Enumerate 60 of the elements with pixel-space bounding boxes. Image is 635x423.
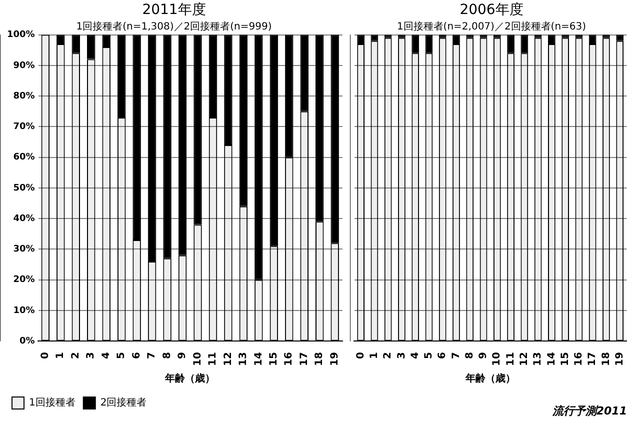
chart-title: 2011年度 [142,2,206,18]
x-tick-label: 8 [464,352,476,360]
x-tick-label: 3 [86,352,97,360]
x-tick-label: 15 [560,352,571,366]
x-tick-label: 5 [424,352,435,360]
x-tick-label: 9 [478,352,490,360]
x-tick-label: 1 [55,352,66,360]
text: 流行予測2011 [551,404,627,418]
x-tick-label: 10 [492,352,503,366]
y-tick-label: 60% [13,152,35,163]
x-tick-label: 17 [298,352,310,366]
x-tick-label: 19 [329,352,340,366]
x-tick-label: 11 [208,352,219,366]
x-tick-label: 17 [587,352,598,366]
chart-subtitle: 1回接種者(n=2,007)／2回接種者(n=63) [396,20,586,32]
x-tick-label: 0 [355,352,366,360]
x-tick-label: 4 [410,352,421,360]
y-tick-label: 100% [6,30,35,40]
chart-subtitle: 1回接種者(n=1,308)／2回接種者(n=999) [76,20,272,32]
x-tick-label: 19 [614,352,626,366]
x-tick-label: 16 [574,352,585,366]
x-tick-label: 8 [162,352,173,360]
x-tick-label: 14 [253,352,264,366]
chart-title: 2006年度 [460,2,524,18]
x-tick-label: 5 [116,352,128,360]
y-tick-label: 10% [13,306,35,316]
x-tick-label: 7 [450,352,462,360]
y-tick-label: 90% [13,60,35,71]
x-tick-label: 4 [100,352,112,360]
y-tick-label: 80% [13,91,35,102]
x-tick-label: 14 [546,352,558,366]
x-tick-label: 16 [284,352,295,366]
x-tick-label: 2 [382,352,394,360]
x-tick-label: 2 [70,352,82,360]
x-tick-label: 15 [268,352,280,366]
x-tick-label: 10 [192,352,204,366]
x-axis-title: 年齢（歳） [164,372,216,385]
x-tick-label: 13 [238,352,250,366]
x-tick-label: 12 [222,352,234,366]
x-tick-label: 6 [131,352,142,360]
y-tick-label: 0% [20,336,35,346]
x-tick-label: 3 [396,352,408,360]
x-tick-label: 6 [437,352,448,360]
x-tick-label: 1 [369,352,380,360]
y-tick-label: 70% [13,122,35,132]
legend-label: 1回接種者 [29,396,76,409]
x-tick-label: 7 [146,352,158,360]
x-tick-label: 18 [600,352,612,366]
y-tick-label: 40% [13,214,35,224]
x-tick-label: 9 [177,352,188,360]
y-tick-label: 20% [13,275,35,286]
x-tick-label: 13 [532,352,544,366]
x-tick-label: 18 [314,352,326,366]
x-axis-title: 年齢（歳） [464,372,516,385]
y-tick-label: 50% [13,183,35,194]
x-tick-label: 11 [505,352,516,366]
x-tick-label: 12 [519,352,530,366]
legend-label: 2回接種者 [100,396,147,409]
y-tick-label: 30% [13,244,35,255]
x-tick-label: 0 [40,352,52,360]
